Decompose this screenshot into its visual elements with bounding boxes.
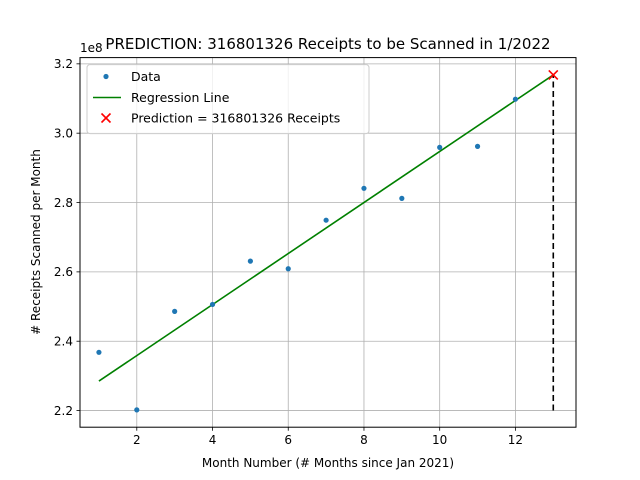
legend-data-marker [103, 73, 109, 80]
data-point [474, 143, 481, 149]
x-tick-label: 8 [360, 433, 368, 447]
legend: Data Regression Line Prediction = 316801… [86, 64, 370, 135]
data-point [361, 185, 367, 191]
offset-label: 1e8 [80, 41, 103, 55]
prediction-marker-stroke [548, 69, 559, 81]
legend-data-label: Data [131, 69, 161, 84]
legend-prediction-label: Prediction = 316801326 Receipts [131, 111, 340, 126]
y-tick-label: 2.2 [54, 404, 73, 418]
y-tick-label: 3.2 [54, 57, 73, 71]
data-point [437, 144, 443, 150]
y-tick-label: 2.8 [54, 196, 73, 210]
data-point [285, 266, 291, 272]
data-point [399, 195, 405, 201]
x-tick-label: 6 [284, 433, 292, 447]
data-point [134, 407, 140, 413]
regression-line [98, 74, 554, 382]
legend-box [86, 64, 370, 135]
x-tick-label: 10 [432, 433, 447, 447]
data-point [96, 349, 102, 355]
data-point [512, 96, 519, 102]
prediction-marker-layer [548, 69, 559, 81]
legend-regression-label: Regression Line [131, 90, 230, 105]
data-point [209, 301, 216, 308]
data-point [323, 217, 329, 223]
regression-line-layer [98, 74, 554, 382]
x-tick-label: 12 [508, 433, 523, 447]
prediction-marker [548, 69, 559, 81]
y-ticks: 2.2 2.4 2.6 2.8 3.0 3.2 [54, 57, 80, 418]
data-point [247, 258, 253, 264]
chart-title: PREDICTION: 316801326 Receipts to be Sca… [105, 35, 550, 53]
x-axis-label: Month Number (# Months since Jan 2021) [202, 456, 454, 470]
data-points-layer [96, 96, 519, 413]
x-ticks: 2 4 6 8 10 12 [133, 427, 523, 447]
y-tick-label: 2.4 [54, 335, 73, 349]
x-tick-label: 2 [133, 433, 141, 447]
y-axis-label: # Receipts Scanned per Month [29, 149, 43, 335]
y-tick-label: 2.6 [54, 265, 73, 279]
x-tick-label: 4 [209, 433, 217, 447]
legend-prediction-marker [100, 112, 112, 124]
data-point [172, 308, 178, 314]
plot-frame [79, 57, 577, 428]
y-tick-label: 3.0 [54, 126, 73, 140]
